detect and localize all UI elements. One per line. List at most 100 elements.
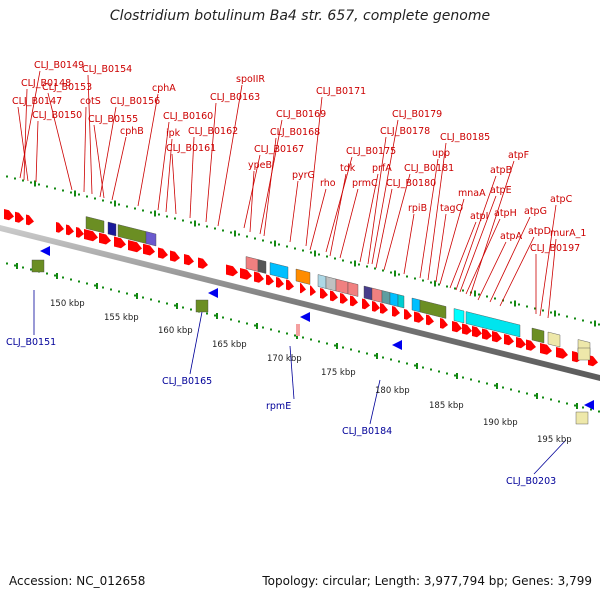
forward-gene-label: prmC xyxy=(352,178,378,189)
tick-dot-upper xyxy=(198,223,200,226)
tick-dot-upper xyxy=(294,247,296,250)
tick-major-lower xyxy=(536,393,538,399)
forward-gene-label: CLJ_B0163 xyxy=(210,92,260,103)
tick-dot-lower xyxy=(94,284,96,287)
tick-dot-lower xyxy=(142,296,144,299)
feature-box xyxy=(453,308,465,324)
tick-dot-lower xyxy=(342,346,344,349)
leader-line-forward xyxy=(87,74,93,195)
tick-dot-lower xyxy=(374,354,376,357)
tick-dot-upper xyxy=(86,195,88,198)
forward-gene-arrow xyxy=(588,355,598,367)
tick-dot-lower xyxy=(110,288,112,291)
tick-dot-upper xyxy=(62,189,64,192)
tick-dot-upper xyxy=(30,181,32,184)
forward-gene-label: atpI xyxy=(470,211,488,222)
forward-gene-arrow xyxy=(516,337,526,349)
tick-dot-upper xyxy=(438,283,440,286)
leader-line-forward xyxy=(465,218,501,295)
tick-major-upper xyxy=(474,290,476,297)
reverse-gene-arrow xyxy=(40,246,50,256)
tick-major-upper xyxy=(354,260,356,267)
forward-gene-arrow xyxy=(226,264,238,277)
tick-dot-lower xyxy=(102,286,104,289)
feature-box xyxy=(295,268,311,285)
leader-line-forward xyxy=(305,96,323,247)
forward-gene-label: CLJ_B0197 xyxy=(530,243,580,254)
leader-line-forward xyxy=(477,241,507,301)
forward-gene-arrow xyxy=(540,343,552,355)
forward-gene-arrow xyxy=(276,277,284,288)
map-title: Clostridium botulinum Ba4 str. 657, comp… xyxy=(109,8,491,24)
tick-dot-lower xyxy=(398,360,400,363)
forward-gene-arrow xyxy=(300,283,306,294)
tick-dot-lower xyxy=(454,374,456,377)
tick-dot-lower xyxy=(334,344,336,347)
tick-dot-lower xyxy=(574,404,576,407)
leader-line-reverse xyxy=(369,379,381,425)
forward-gene-arrow xyxy=(184,254,194,266)
tick-dot-lower xyxy=(86,282,88,285)
tick-dot-lower xyxy=(494,384,496,387)
scale-label: 160 kbp xyxy=(158,326,193,336)
forward-gene-label: cphA xyxy=(152,83,176,94)
leader-line-forward xyxy=(489,216,531,303)
tick-dot-lower xyxy=(526,392,528,395)
forward-gene-arrow xyxy=(330,290,338,302)
tick-dot-lower xyxy=(222,316,224,319)
tick-dot-upper xyxy=(398,273,400,276)
tick-dot-upper xyxy=(182,219,184,222)
tick-dot-upper xyxy=(486,295,488,298)
tick-dot-upper xyxy=(462,289,464,292)
forward-gene-label: tdk xyxy=(340,163,356,174)
forward-gene-label: CLJ_B0175 xyxy=(346,146,396,157)
leader-line-forward xyxy=(217,84,243,227)
feature-box xyxy=(145,231,157,247)
forward-gene-label: mnaA xyxy=(458,188,486,199)
tick-major-lower xyxy=(176,303,178,309)
forward-gene-label: rho xyxy=(320,178,336,189)
tick-dot-upper xyxy=(550,311,552,314)
forward-gene-label: CLJ_B0154 xyxy=(82,64,132,75)
tick-dot-upper xyxy=(222,229,224,232)
leader-line-reverse xyxy=(289,345,295,400)
tick-dot-upper xyxy=(206,225,208,228)
tick-dot-upper xyxy=(102,199,104,202)
forward-gene-label: CLJ_B0168 xyxy=(270,127,320,138)
leader-line-forward xyxy=(339,188,359,259)
feature-box xyxy=(335,278,349,295)
forward-gene-arrow xyxy=(76,227,84,238)
leader-line-forward xyxy=(189,136,195,219)
tick-dot-lower xyxy=(238,320,240,323)
tick-dot-lower xyxy=(214,314,216,317)
tick-major-lower xyxy=(456,373,458,379)
leader-line-forward xyxy=(205,102,217,223)
feature-box xyxy=(317,274,327,289)
tick-dot-upper xyxy=(518,303,520,306)
tick-major-lower xyxy=(576,403,578,409)
forward-gene-arrow xyxy=(198,257,208,269)
tick-dot-upper xyxy=(118,203,120,206)
forward-gene-arrow xyxy=(380,303,388,314)
forward-gene-label: atpA xyxy=(500,231,523,242)
forward-gene-label: murA_1 xyxy=(550,228,586,239)
forward-gene-arrow xyxy=(254,271,264,283)
leader-line-forward xyxy=(371,119,399,265)
tick-dot-upper xyxy=(46,185,48,188)
leader-line-forward xyxy=(263,137,277,237)
tick-major-upper xyxy=(434,280,436,287)
tick-dot-upper xyxy=(302,249,304,252)
feature-box xyxy=(31,259,45,273)
tick-dot-lower xyxy=(134,294,136,297)
tick-dot-upper xyxy=(150,211,152,214)
forward-gene-label: CLJ_B0156 xyxy=(110,96,160,107)
forward-gene-arrow xyxy=(426,314,434,326)
feature-box xyxy=(347,281,359,297)
tick-major-lower xyxy=(56,273,58,279)
leader-line-forward xyxy=(375,188,393,269)
forward-gene-label: CLJ_B0160 xyxy=(163,111,213,122)
tick-dot-lower xyxy=(206,312,208,315)
tick-dot-lower xyxy=(558,400,560,403)
tick-dot-upper xyxy=(542,309,544,312)
forward-gene-label: CLJ_B0148 xyxy=(21,78,71,89)
